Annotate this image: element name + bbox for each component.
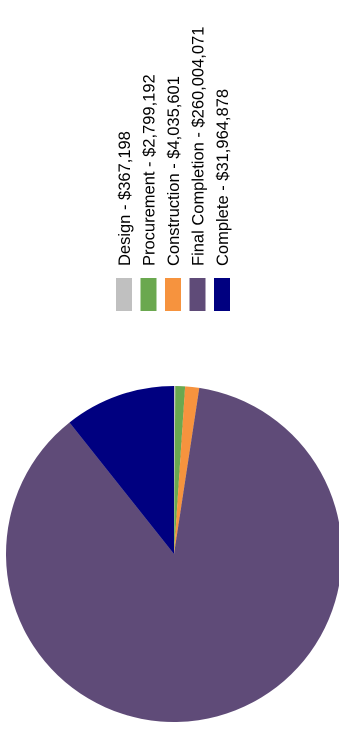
- legend-label-final-completion: Final Completion - $260,004,071: [190, 27, 208, 266]
- legend-label-construction: Construction - $4,035,601: [165, 76, 183, 266]
- pie-slice-final-completion: [6, 387, 339, 722]
- legend-swatch-design: [116, 278, 132, 311]
- pie-slice-design: [174, 385, 176, 554]
- pie-slice-complete: [69, 386, 174, 554]
- legend-swatch-construction: [165, 278, 181, 311]
- legend-swatch-complete: [214, 278, 230, 311]
- legend-swatch-procurement: [140, 278, 157, 311]
- pie: [6, 385, 339, 722]
- legend-label-design: Design - $367,198: [116, 131, 134, 266]
- legend-label-complete: Complete - $31,964,878: [214, 89, 232, 266]
- legend-label-procurement: Procurement - $2,799,192: [141, 74, 159, 266]
- pie-slice-procurement: [174, 386, 186, 554]
- legend: Design - $367,198 Procurement - $2,799,19…: [116, 27, 232, 311]
- legend-swatch-final-completion: [189, 278, 206, 311]
- pie-slice-construction: [174, 386, 200, 554]
